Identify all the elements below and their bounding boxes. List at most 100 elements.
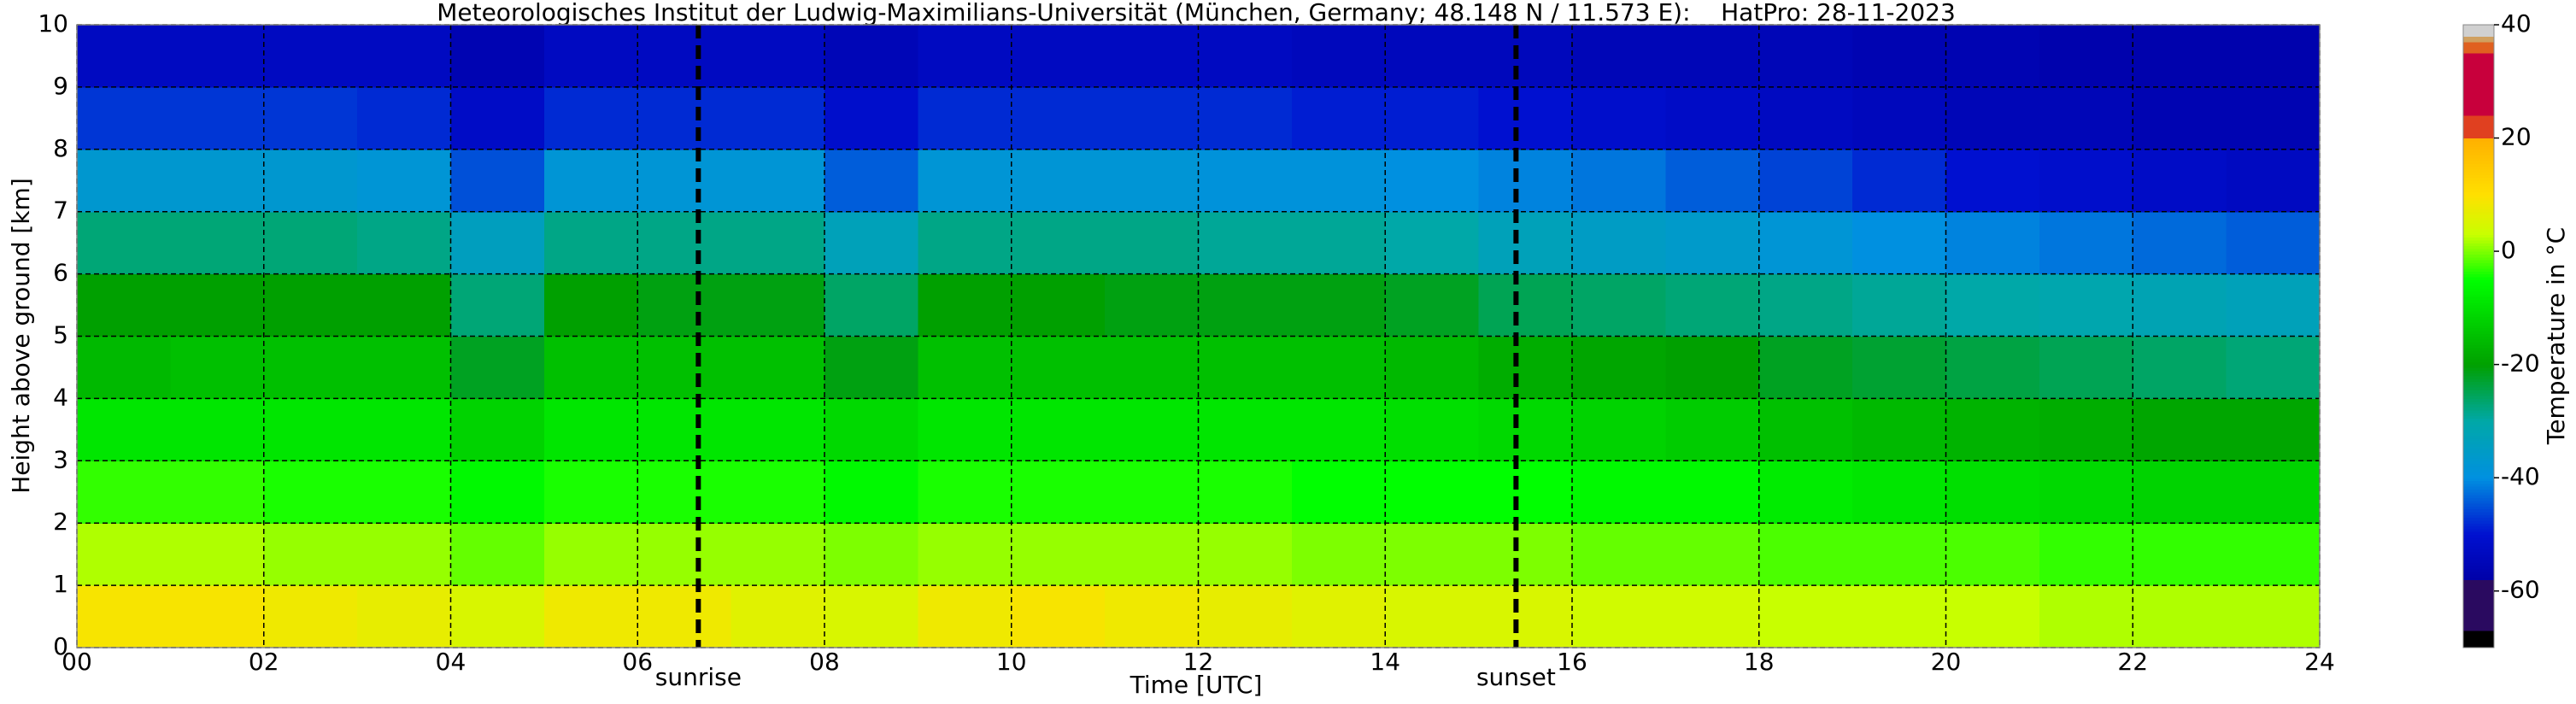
heat-cell	[1945, 336, 2040, 399]
heat-cell	[1852, 25, 1947, 88]
heat-cell	[1198, 211, 1293, 275]
colorbar-segment	[2463, 495, 2494, 498]
heat-cell	[2039, 86, 2133, 150]
colorbar-segment	[2463, 92, 2494, 97]
colorbar-segment	[2463, 172, 2494, 176]
heat-cell	[2039, 398, 2133, 461]
heat-cell	[1665, 211, 1760, 275]
heat-cell	[731, 461, 825, 524]
heat-cell	[1852, 273, 1947, 337]
heat-cell	[543, 273, 638, 337]
colorbar-segment	[2463, 429, 2494, 433]
colorbar-segment	[2463, 95, 2494, 99]
x-tick-label: 10	[996, 648, 1027, 676]
colorbar-segment	[2463, 271, 2494, 275]
y-tick-label: 4	[53, 383, 68, 411]
colorbar-tick-label: 20	[2501, 123, 2532, 151]
heat-cell	[918, 336, 1012, 399]
colorbar-segment	[2463, 239, 2494, 243]
heat-cell	[2226, 149, 2321, 213]
heat-cell	[1852, 86, 1947, 150]
heat-cell	[2133, 398, 2227, 461]
heat-cell	[263, 25, 358, 88]
heat-cell	[1572, 25, 1666, 88]
heat-cell	[543, 336, 638, 399]
colorbar-segment	[2463, 446, 2494, 450]
colorbar-segment	[2463, 568, 2494, 572]
colorbar-segment	[2463, 161, 2494, 164]
heat-cell	[77, 25, 171, 88]
colorbar-segment	[2463, 208, 2494, 213]
heat-cell	[1105, 149, 1200, 213]
colorbar-segment	[2463, 491, 2494, 496]
colorbar-segment	[2463, 404, 2494, 408]
y-tick-label: 10	[38, 9, 68, 38]
colorbar-segment	[2463, 214, 2494, 218]
heat-cell	[543, 86, 638, 150]
colorbar-segment	[2463, 107, 2494, 111]
heat-cell	[1572, 273, 1666, 337]
heat-cell	[824, 273, 918, 337]
colorbar-segment	[2463, 619, 2494, 623]
heat-cell	[450, 461, 545, 524]
colorbar-segment	[2463, 53, 2494, 57]
x-tick-label: 06	[622, 648, 653, 676]
colorbar-segment	[2463, 267, 2494, 272]
colorbar-segment	[2463, 316, 2494, 320]
heat-cell	[1198, 336, 1293, 399]
heat-cell	[731, 523, 825, 586]
heat-cell	[357, 25, 452, 88]
heat-cell	[918, 211, 1012, 275]
colorbar-segment	[2463, 285, 2494, 289]
colorbar-segment	[2463, 70, 2494, 73]
heat-cell	[450, 25, 545, 88]
x-tick-label: 22	[2117, 648, 2148, 676]
colorbar-segment	[2463, 582, 2494, 586]
heat-cell	[450, 149, 545, 213]
colorbar-segment	[2463, 149, 2494, 153]
colorbar-segment	[2463, 540, 2494, 543]
colorbar-segment	[2463, 177, 2494, 181]
colorbar-segment	[2463, 333, 2494, 337]
heat-cell	[1385, 211, 1480, 275]
colorbar-segment	[2463, 282, 2494, 286]
heat-cell	[1852, 336, 1947, 399]
x-tick-label: 24	[2304, 648, 2335, 676]
colorbar-segment	[2463, 338, 2494, 343]
colorbar-segment	[2463, 503, 2494, 507]
x-tick-label: 16	[1557, 648, 1587, 676]
colorbar-segment	[2463, 185, 2494, 190]
heat-cell	[357, 211, 452, 275]
x-tick-label: 18	[1744, 648, 1775, 676]
colorbar-segment	[2463, 625, 2494, 629]
colorbar-segment	[2463, 350, 2494, 354]
colorbar-segment	[2463, 325, 2494, 329]
heat-cell	[170, 336, 265, 399]
heat-cell	[637, 149, 732, 213]
colorbar-segment	[2463, 344, 2494, 349]
heat-cell	[1945, 461, 2040, 524]
heat-cell	[637, 398, 732, 461]
heat-cell	[1105, 25, 1200, 88]
heat-cell	[1852, 585, 1947, 648]
colorbar-segment	[2463, 443, 2494, 448]
colorbar-segment	[2463, 30, 2494, 34]
heat-cell	[263, 461, 358, 524]
heat-cell	[357, 523, 452, 586]
colorbar-segment	[2463, 627, 2494, 631]
colorbar-segment	[2463, 50, 2494, 54]
heat-cell	[263, 336, 358, 399]
colorbar-segment	[2463, 163, 2494, 167]
heat-cell	[637, 211, 732, 275]
heat-cell	[2039, 585, 2133, 648]
colorbar-segment	[2463, 573, 2494, 578]
heat-cell	[2133, 86, 2227, 150]
heat-cell	[2226, 585, 2321, 648]
colorbar-segment	[2463, 461, 2494, 465]
heat-cell	[918, 86, 1012, 150]
colorbar-segment	[2463, 432, 2494, 437]
heat-cell	[1291, 211, 1386, 275]
heat-cell	[1478, 149, 1573, 213]
heat-cell	[543, 461, 638, 524]
heat-cell	[1385, 86, 1480, 150]
